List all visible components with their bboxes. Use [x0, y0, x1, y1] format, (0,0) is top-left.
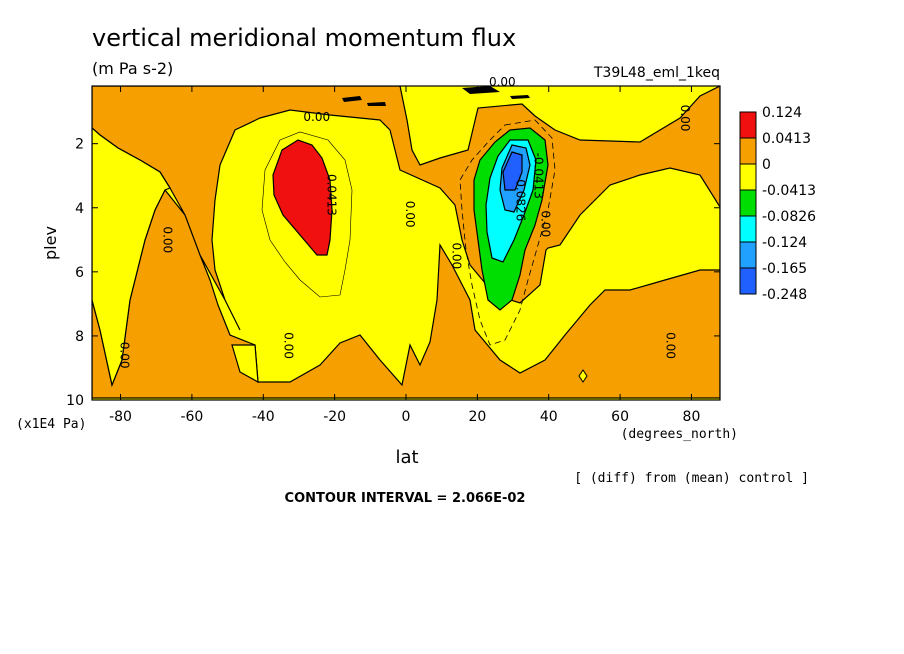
contour-label: -0.0826	[514, 175, 528, 221]
top-blob	[342, 96, 362, 102]
y-tick-label: 2	[75, 137, 84, 153]
diamond-blob	[578, 369, 588, 383]
y-tick-label: 4	[75, 201, 84, 217]
colorbar-label: 0.124	[762, 105, 802, 121]
x-tick-label: 40	[540, 409, 558, 425]
colorbar: 0.124 0.0413 0 -0.0413 -0.0826 -0.124 -0.165 -0…	[739, 105, 816, 303]
contour-label: -0.0413	[531, 153, 545, 199]
x-tick-label: -80	[109, 409, 132, 425]
y-axis: 2 4 6 8 10	[66, 137, 720, 409]
x-tick-label: -20	[323, 409, 346, 425]
dashed-contour-line	[459, 119, 556, 346]
diff-note: [ (diff) from (mean) control ]	[574, 471, 809, 486]
x-axis-label: lat	[395, 447, 418, 468]
y-tick-label: 10	[66, 393, 84, 409]
contour-label: 0.00	[663, 332, 677, 359]
contour-label: 0.00	[678, 105, 692, 132]
thin-contour-line	[261, 131, 353, 298]
x-tick-label: 80	[683, 409, 701, 425]
negative-band-island	[92, 127, 171, 388]
contour-field	[92, 86, 720, 400]
colorbar-swatch	[739, 267, 757, 295]
x-tick-label: 20	[468, 409, 486, 425]
contour-label: 0.00	[489, 75, 516, 89]
contour-label: 0.00	[160, 226, 174, 253]
contour-label: 0.00	[303, 110, 330, 124]
colorbar-label: -0.248	[762, 287, 807, 303]
colorbar-label: 0.0413	[762, 131, 811, 147]
x-tick-label: -60	[180, 409, 203, 425]
colorbar-swatch	[739, 163, 757, 191]
colorbar-swatch	[739, 241, 757, 269]
colorbar-label: -0.124	[762, 235, 807, 251]
x-tick-label: 60	[611, 409, 629, 425]
contour-label: 0.00	[118, 342, 132, 369]
colorbar-label: -0.0413	[762, 183, 816, 199]
contour-labels: 0.00 0.00 0.00 0.0413 0.00 -0.0826 -0.0413 0.00…	[118, 75, 692, 369]
x-axis-units: (degrees_north)	[621, 427, 738, 442]
top-blob	[510, 95, 530, 99]
colorbar-swatch	[739, 111, 757, 139]
chart-subtitle: (m Pa s-2)	[92, 59, 173, 78]
colorbar-label: 0	[762, 157, 771, 173]
y-tick-label: 8	[75, 329, 84, 345]
colorbar-swatch	[739, 215, 757, 243]
y-axis-label: plev	[41, 226, 60, 260]
y-axis-units: (x1E4 Pa)	[16, 417, 86, 432]
top-blob	[462, 86, 500, 94]
x-axis: -80 -60 -40 -20 0 20 40 60 80	[109, 86, 700, 425]
contour-label: 0.00	[282, 332, 296, 359]
chart-title: vertical meridional momentum flux	[92, 24, 516, 52]
contour-label: 0.0413	[325, 174, 339, 216]
contour-label: 0.00	[539, 210, 553, 237]
colorbar-swatch	[739, 189, 757, 217]
colorbar-label: -0.165	[762, 261, 807, 277]
dataset-label: T39L48_eml_1keq	[593, 65, 720, 81]
contour-label: 0.00	[403, 201, 417, 228]
y-tick-label: 6	[75, 265, 84, 281]
contour-interval: CONTOUR INTERVAL = 2.066E-02	[285, 491, 526, 506]
negative-band-island	[231, 344, 259, 384]
positive-band-region	[92, 86, 720, 399]
top-blob	[367, 102, 386, 106]
x-tick-label: -40	[252, 409, 275, 425]
colorbar-label: -0.0826	[762, 209, 816, 225]
colorbar-swatch	[739, 137, 757, 165]
contour-label: 0.00	[449, 242, 463, 269]
x-tick-label: 0	[402, 409, 411, 425]
strong-positive-core	[272, 139, 333, 256]
negative-core	[502, 151, 523, 191]
